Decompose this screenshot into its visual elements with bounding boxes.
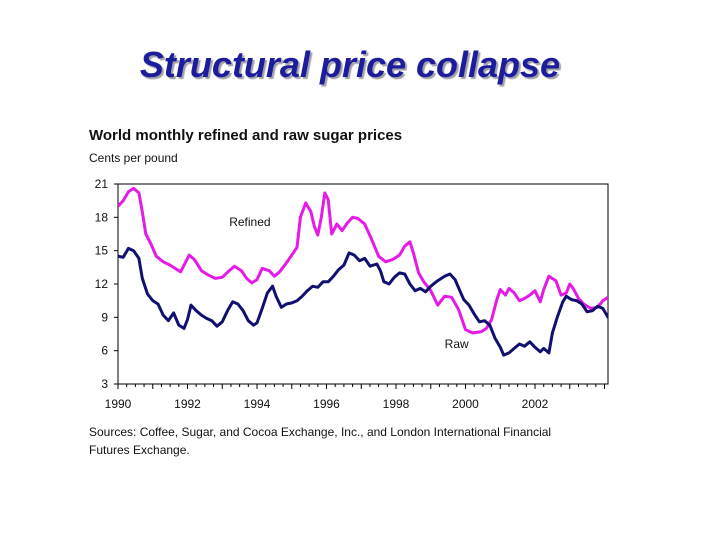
y-tick-label: 18 xyxy=(95,210,109,224)
y-tick-label: 9 xyxy=(101,310,108,324)
x-tick-label: 1990 xyxy=(105,397,132,411)
y-axis-label: Cents per pound xyxy=(89,151,178,165)
series-line-raw xyxy=(118,246,608,357)
slide-title: Structural price collapse xyxy=(139,44,561,85)
series-label-refined: Refined xyxy=(229,215,270,229)
y-tick-label: 3 xyxy=(101,377,108,391)
chart-title: World monthly refined and raw sugar pric… xyxy=(89,127,403,144)
y-tick-label: 12 xyxy=(95,277,109,291)
x-tick-label: 1998 xyxy=(383,397,410,411)
y-tick-label: 15 xyxy=(95,244,109,258)
y-tick-label: 6 xyxy=(101,344,108,358)
chart-source-note: Sources: Coffee, Sugar, and Cocoa Exchan… xyxy=(89,425,552,457)
series-label-raw: Raw xyxy=(445,337,469,351)
plot-frame xyxy=(117,183,609,385)
x-tick-label: 1992 xyxy=(174,397,201,411)
x-tick-label: 2000 xyxy=(452,397,479,411)
x-tick-label: 1996 xyxy=(313,397,340,411)
x-tick-label: 2002 xyxy=(522,397,549,411)
series-line-refined xyxy=(118,186,608,335)
x-tick-label: 1994 xyxy=(244,397,271,411)
y-tick-label: 21 xyxy=(95,177,109,191)
